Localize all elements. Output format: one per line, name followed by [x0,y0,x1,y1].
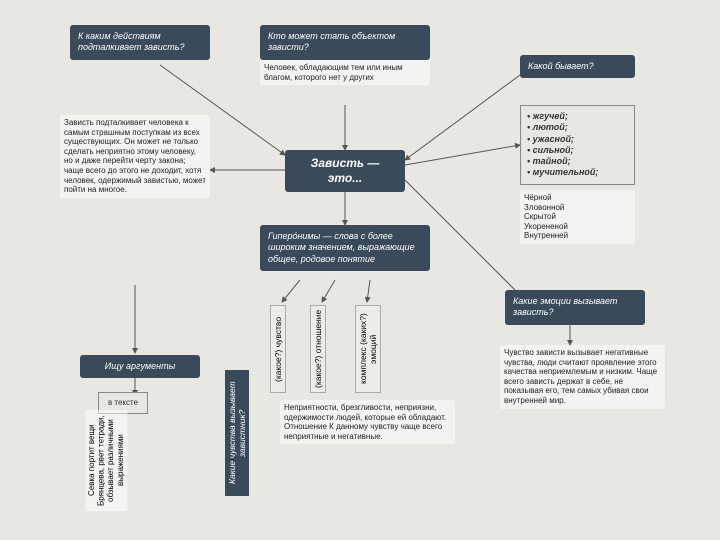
kinds-list-text: • жгучей; • лютой; • ужасной; • сильной;… [527,111,598,177]
ans-emotions-overlay: Чувство зависти вызывает негативные чувс… [500,345,665,409]
kinds-extra-overlay: Чёрной Зловонной Скрытой Укорененой Внут… [520,190,635,244]
ans-emotions-text: Чувство зависти вызывает негативные чувс… [504,348,657,405]
q-envier-text: Какие чувства вызывает завистник? [227,382,247,485]
q-kind-box: Какой бывает? [520,55,635,78]
kinds-list-panel: • жгучей; • лютой; • ужасной; • сильной;… [520,105,635,185]
q-object-box: Кто может стать объектом зависти? [260,25,430,60]
q-actions-text: К каким действиям подталкивает зависть? [78,31,185,52]
arg-text: Севка портит вещи Брянцева, рвет тетради… [87,415,125,506]
ans-envier-overlay: Неприятности, брезгливости, неприязни, о… [280,400,455,444]
q-emotions-text: Какие эмоции вызывает зависть? [513,296,617,317]
hyp2-text: (какое?) отношение [313,310,323,388]
center-text: Зависть — это... [311,156,380,185]
hyp3-vbox: комплекс (каких?) эмоций [355,305,381,393]
ans-actions-overlay: Зависть подталкивает человека к самым ст… [60,115,210,198]
hyp2-vbox: (какое?) отношение [310,305,326,393]
hyp3-text: комплекс (каких?) эмоций [358,314,378,385]
center-box: Зависть — это... [285,150,405,192]
q-envier-vbox: Какие чувства вызывает завистник? [225,370,249,496]
q-emotions-box: Какие эмоции вызывает зависть? [505,290,645,325]
kinds-extra-text: Чёрной Зловонной Скрытой Укорененой Внут… [524,193,568,240]
ans-object-text: Человек, обладающим тем или иным благом,… [264,63,403,82]
arg-text-vbox: Севка портит вещи Брянцева, рвет тетради… [85,410,127,511]
arg-text-container: Севка портит вещи Брянцева, рвет тетради… [85,410,203,505]
hyperonyms-box: Гиперо́нимы — слова с более широким знач… [260,225,430,271]
intext-text: в тексте [108,398,138,407]
ans-object-overlay: Человек, обладающим тем или иным благом,… [260,60,430,85]
hyp1-text: (какое?) чувство [273,316,283,381]
ans-actions-text: Зависть подталкивает человека к самым ст… [64,118,206,194]
ans-envier-text: Неприятности, брезгливости, неприязни, о… [284,403,446,441]
q-object-text: Кто может стать объектом зависти? [268,31,395,52]
arguments-text: Ищу аргументы [105,361,176,371]
arguments-box: Ищу аргументы [80,355,200,378]
hyperonyms-text: Гиперо́нимы — слова с более широким знач… [268,231,415,264]
q-kind-text: Какой бывает? [528,61,594,71]
q-actions-box: К каким действиям подталкивает зависть? [70,25,210,60]
hyp1-vbox: (какое?) чувство [270,305,286,393]
